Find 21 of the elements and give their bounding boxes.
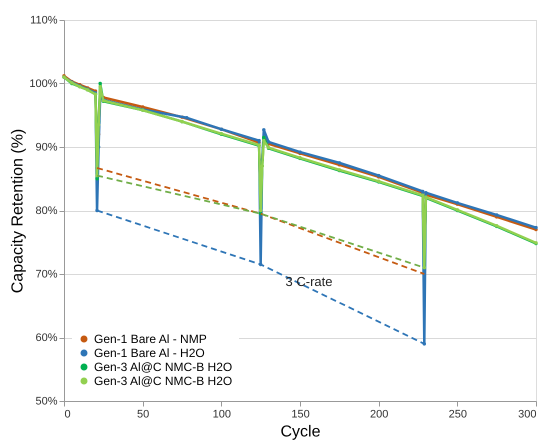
legend-label: Gen-1 Bare Al - NMP	[94, 332, 207, 346]
y-tick-label: 80%	[35, 205, 58, 217]
x-tick-label: 100	[212, 408, 232, 420]
y-tick-label: 70%	[35, 268, 58, 280]
y-tick-label: 50%	[35, 396, 58, 408]
x-axis-title: Cycle	[280, 424, 321, 440]
annotation: 3 C-rate	[286, 274, 332, 289]
y-tick-label: 100%	[29, 78, 58, 90]
x-tick-label: 200	[370, 408, 388, 420]
x-tick-label: 50	[137, 408, 150, 420]
legend-label: Gen-1 Bare Al - H2O	[94, 346, 205, 360]
legend-label: Gen-3 Al@C NMC-B H2O	[94, 360, 232, 374]
x-tick-label: 0	[64, 408, 71, 420]
x-tick-label: 150	[291, 408, 310, 420]
y-axis-title: Capacity Retention (%)	[9, 128, 26, 294]
y-tick-label: 60%	[35, 332, 58, 344]
y-tick-label: 110%	[30, 14, 58, 26]
legend-label: Gen-3 Al@C NMC-B H2O	[94, 374, 232, 388]
y-tick-label: 90%	[35, 142, 58, 154]
x-tick-label: 300	[518, 408, 536, 420]
x-tick-label: 250	[448, 408, 468, 420]
